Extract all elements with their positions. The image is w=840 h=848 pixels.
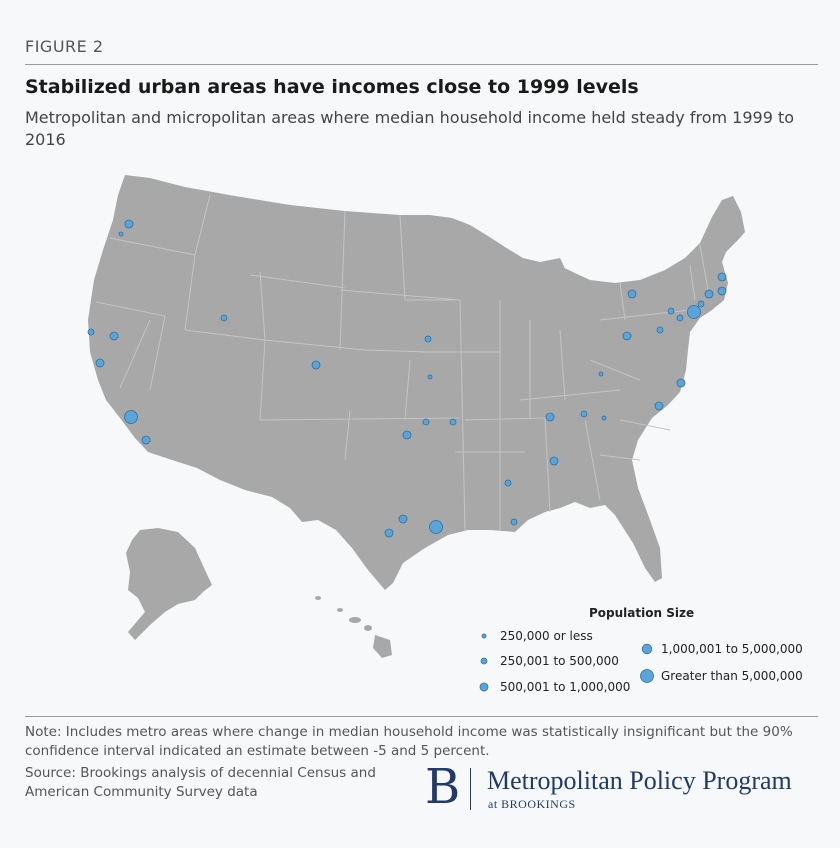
metro-area-marker [87,328,95,336]
legend-label-250k-500k: 250,001 to 500,000 [500,654,619,668]
metro-area-marker [398,514,408,524]
logo-divider [470,768,471,810]
metro-area-marker [598,371,604,377]
logo-program-name: Metropolitan Policy Program [487,766,792,795]
legend-marker-over-5m [640,669,654,683]
metro-area-marker [676,314,684,322]
metro-area-marker [580,410,588,418]
metro-area-marker [704,289,714,299]
chart-title: Stabilized urban areas have incomes clos… [25,76,639,98]
logo-subtitle: at BROOKINGS [488,797,576,811]
city-markers [87,219,727,538]
michigan-landmass [540,258,576,330]
metro-area-marker [95,358,105,368]
metro-area-marker [717,272,727,282]
metro-area-marker [717,286,727,296]
footnote: Note: Includes metro areas where change … [25,724,793,759]
legend-label-500k-1m: 500,001 to 1,000,000 [500,680,631,694]
metro-area-marker [109,331,119,341]
legend-label-over-5m: Greater than 5,000,000 [661,669,803,683]
metro-area-marker [601,415,607,421]
metro-area-marker [697,300,705,308]
metro-area-marker [676,378,686,388]
metro-area-marker [429,520,443,534]
source-note: Source: Brookings analysis of decennial … [25,765,376,800]
legend-label-250k-or-less: 250,000 or less [500,629,593,643]
metro-area-marker [656,326,664,334]
metro-area-marker [667,307,675,315]
metro-area-marker [141,435,151,445]
alaska-landmass [126,528,212,640]
state-borders [95,194,709,531]
metro-area-marker [504,479,512,487]
metro-area-marker [654,401,664,411]
legend-marker-250k-500k [480,657,488,665]
legend-marker-250k-or-less [481,633,487,639]
metro-area-marker [424,335,432,343]
chart-subtitle: Metropolitan and micropolitan areas wher… [25,108,795,149]
metro-area-marker [510,518,518,526]
hawaii-islands [315,596,392,658]
legend-marker-1m-5m [641,643,653,655]
metro-area-marker [220,314,228,322]
legend-marker-500k-1m [479,682,489,692]
metro-area-marker [124,410,138,424]
metro-area-marker [627,289,637,299]
metro-area-marker [402,430,412,440]
metro-area-marker [545,412,555,422]
contiguous-us-landmass [88,175,745,590]
top-divider [25,64,818,65]
metro-area-marker [422,418,430,426]
legend-symbols [479,633,654,692]
metro-area-marker [449,418,457,426]
metro-area-marker [549,456,559,466]
brookings-logo-mark: B [425,759,461,815]
metro-area-marker [311,360,321,370]
legend-title: Population Size [589,606,695,620]
metro-area-marker [427,374,433,380]
metro-area-marker [687,305,701,319]
metro-area-marker [124,219,134,229]
bottom-divider [25,716,818,717]
metro-area-marker [384,528,394,538]
figure-label: FIGURE 2 [25,37,104,56]
metro-area-marker [118,231,124,237]
legend-label-1m-5m: 1,000,001 to 5,000,000 [661,642,803,656]
metro-area-marker [622,331,632,341]
